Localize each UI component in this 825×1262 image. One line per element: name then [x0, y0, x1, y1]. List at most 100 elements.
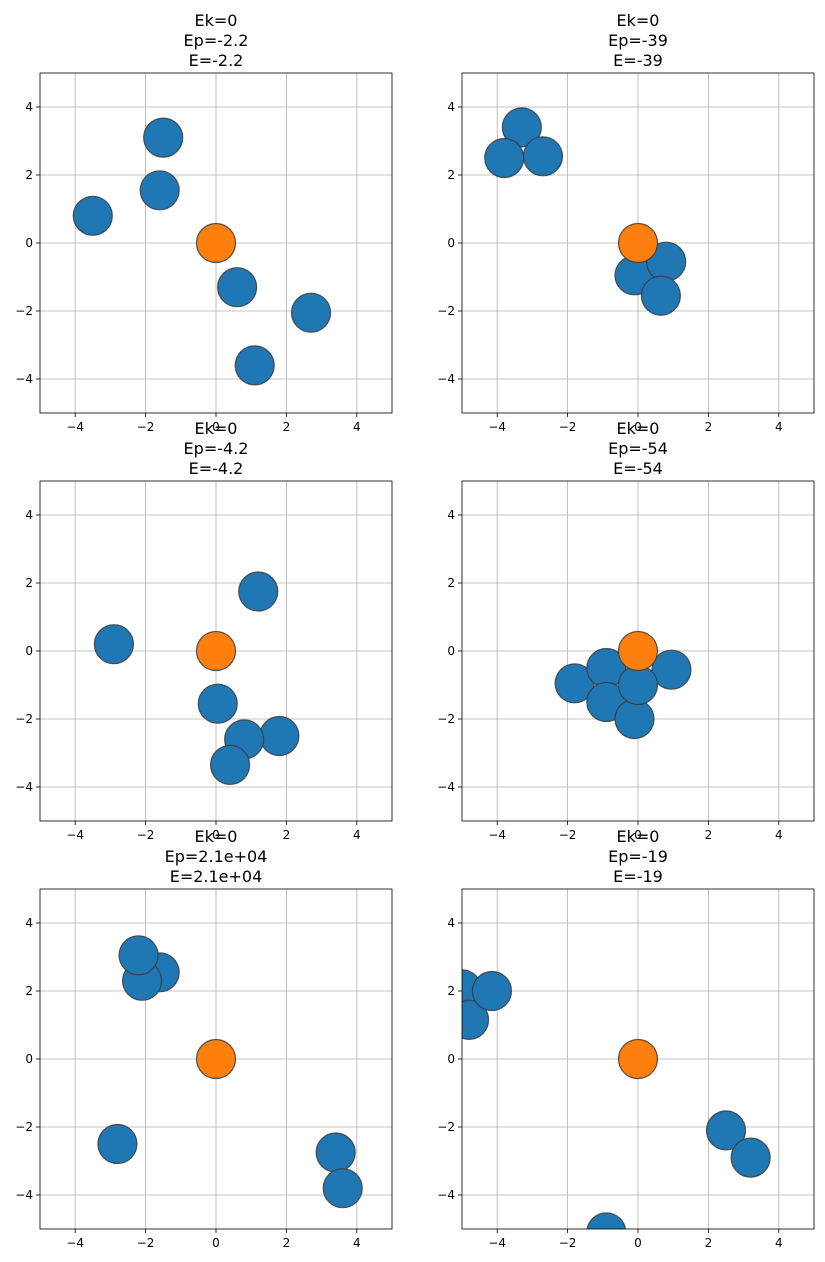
subplot-1: −4 −2 0 2 4 −4 −2 0 2 4 Ek=0Ep=-2.2E=-2.2 [15, 11, 393, 434]
x-tick-label: 4 [353, 828, 361, 842]
title-line-3: E=-54 [613, 459, 663, 478]
y-tick-label: 0 [25, 236, 33, 250]
y-tick-label: −2 [437, 712, 455, 726]
x-tick-label: −2 [137, 1236, 155, 1250]
x-tick-label: 4 [353, 1236, 361, 1250]
particle-point [484, 137, 525, 179]
y-tick-label: 4 [25, 916, 33, 930]
particle-point [97, 1123, 138, 1165]
y-tick-label: −4 [15, 780, 33, 794]
subplot-3: −4 −2 0 2 4 −4 −2 0 2 4 Ek=0Ep=-4.2E=-4.2 [15, 419, 393, 842]
particles [72, 117, 332, 386]
particle-point [705, 1110, 747, 1151]
x-tick-label: −4 [66, 1236, 84, 1250]
y-tick-label: 2 [447, 576, 455, 590]
title-line-3: E=-39 [613, 51, 663, 70]
x-tick-label: 4 [775, 420, 783, 434]
x-tick-label: 2 [705, 420, 713, 434]
title-line-2: Ep=2.1e+04 [165, 847, 268, 866]
particle-point [462, 999, 490, 1040]
y-tick-label: −2 [437, 304, 455, 318]
particle-point [322, 1168, 363, 1209]
title-line-2: Ep=-19 [608, 847, 668, 866]
particle-point [197, 683, 238, 724]
x-tick-label: −2 [137, 828, 155, 842]
particles [484, 107, 687, 316]
particles [554, 630, 692, 740]
x-tick-label: 0 [212, 1236, 220, 1250]
center-point [195, 222, 237, 264]
y-tick-label: 0 [25, 644, 33, 658]
subplot-6: −4 −2 0 2 4 −4 −2 0 2 4 Ek=0Ep=-19E=-19 [437, 827, 815, 1250]
x-tick-label: −4 [488, 1236, 506, 1250]
x-tick-label: 2 [283, 420, 291, 434]
particle-point [617, 664, 659, 706]
particle-point [522, 136, 564, 177]
center-point [617, 222, 659, 264]
particle-point [730, 1137, 771, 1178]
x-tick-label: 0 [634, 420, 642, 434]
title-line-1: Ek=0 [195, 11, 238, 30]
particle-point [143, 117, 184, 158]
particle-point [209, 744, 251, 786]
subplot-2: −4 −2 0 2 4 −4 −2 0 2 4 Ek=0Ep=-39E=-39 [437, 11, 815, 434]
x-tick-label: 2 [705, 828, 713, 842]
x-tick-label: −2 [559, 420, 577, 434]
y-tick-label: 2 [25, 168, 33, 182]
y-tick-label: 4 [25, 508, 33, 522]
title-line-3: E=-4.2 [189, 459, 244, 478]
title-line-1: Ek=0 [617, 11, 660, 30]
title-line-1: Ek=0 [617, 827, 660, 846]
particle-point [471, 970, 513, 1012]
subplot-5: −4 −2 0 2 4 −4 −2 0 2 4 Ek=0Ep=2.1e+04E=2.1e+04 [15, 827, 393, 1250]
title-line-3: E=-19 [613, 867, 663, 886]
particle-point [586, 1212, 627, 1229]
title-line-1: Ek=0 [617, 419, 660, 438]
particles [97, 935, 363, 1209]
y-tick-label: 2 [447, 984, 455, 998]
particle-point [651, 649, 692, 690]
y-tick-label: −2 [15, 1120, 33, 1134]
y-tick-label: 0 [447, 644, 455, 658]
x-tick-label: 0 [212, 420, 220, 434]
x-tick-label: 4 [353, 420, 361, 434]
particle-point [640, 275, 681, 316]
center-point [195, 630, 237, 672]
x-tick-label: 0 [212, 828, 220, 842]
y-tick-label: −2 [437, 1120, 455, 1134]
particle-point [501, 107, 542, 148]
center-point [617, 1038, 659, 1080]
y-tick-label: −4 [15, 372, 33, 386]
center-point [195, 1038, 237, 1080]
x-tick-label: 4 [775, 828, 783, 842]
particle-point [93, 624, 135, 665]
y-tick-label: −4 [437, 780, 455, 794]
x-tick-label: −2 [137, 420, 155, 434]
particles [462, 969, 771, 1229]
x-tick-label: −2 [559, 828, 577, 842]
x-tick-label: 2 [283, 828, 291, 842]
y-tick-label: 4 [447, 100, 455, 114]
particle-point [259, 715, 300, 757]
particle-point [234, 345, 275, 386]
center-point [617, 630, 659, 672]
title-line-2: Ep=-2.2 [184, 31, 249, 50]
x-tick-label: 2 [283, 1236, 291, 1250]
x-tick-label: −2 [559, 1236, 577, 1250]
y-tick-label: 4 [447, 508, 455, 522]
particle-point [315, 1132, 356, 1173]
particle-point [72, 195, 113, 236]
y-tick-label: −2 [15, 304, 33, 318]
title-line-2: Ep=-4.2 [184, 439, 249, 458]
y-tick-label: 2 [25, 576, 33, 590]
particle-point [139, 170, 180, 211]
title-line-1: Ek=0 [195, 419, 238, 438]
x-tick-label: 2 [705, 1236, 713, 1250]
y-tick-label: 0 [447, 236, 455, 250]
particle-point [614, 698, 655, 740]
y-tick-label: −4 [437, 1188, 455, 1202]
y-tick-label: −4 [15, 1188, 33, 1202]
particle-point [118, 935, 159, 976]
particle-point [290, 292, 332, 333]
